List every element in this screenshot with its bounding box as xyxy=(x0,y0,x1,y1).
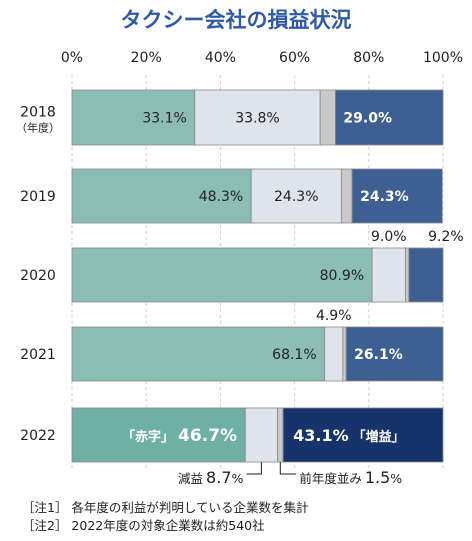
value-label-red: 33.1% xyxy=(142,111,186,127)
footnote: ［注2］ 2022年度の対象企業数は約540社 xyxy=(22,518,265,533)
bar-increase-2020 xyxy=(408,247,444,303)
bar-red-2019 xyxy=(71,168,252,224)
increase-value: 43.1% xyxy=(293,426,349,445)
bar-increase-2018 xyxy=(335,89,444,146)
year-label: 2019 xyxy=(20,189,56,205)
bar-decrease-2022 xyxy=(244,407,278,463)
year-label: 2018 xyxy=(20,105,56,121)
value-label-red: 48.3% xyxy=(199,189,243,205)
bar-flat-2018 xyxy=(319,89,336,146)
decrease-unit: % xyxy=(232,471,244,486)
bar-flat-2021 xyxy=(342,326,347,382)
decrease-value: 8.7 xyxy=(206,468,231,487)
decrease-callout: 減益 8.7% xyxy=(178,468,243,487)
value-label-increase: 26.1% xyxy=(354,347,403,363)
value-label-increase: 29.0% xyxy=(343,111,392,127)
flat-callout: 前年度並み 1.5% xyxy=(299,468,402,487)
bar-red-2021 xyxy=(71,326,326,382)
year-label: 2022 xyxy=(20,428,56,444)
value-label-increase: 9.2% xyxy=(428,229,464,245)
footnote: ［注1］ 各年度の利益が判明している企業数を集計 xyxy=(22,500,309,515)
flat-name: 前年度並み xyxy=(299,471,362,486)
bar-flat-2020 xyxy=(405,247,410,303)
x-tick-label: 0% xyxy=(61,50,83,66)
bar-flat-2022 xyxy=(277,407,284,463)
bar-increase-2021 xyxy=(345,326,444,382)
red-value: 46.7% xyxy=(178,426,237,446)
bar-decrease-2020 xyxy=(371,247,406,303)
flat-value: 1.5 xyxy=(365,468,390,487)
bar-decrease-2021 xyxy=(324,326,344,382)
value-label-red-2022: 「赤字」 46.7% xyxy=(122,426,237,446)
x-tick-label: 20% xyxy=(131,50,162,66)
increase-category-name: 「増益」 xyxy=(353,429,405,445)
bar-flat-2019 xyxy=(340,168,353,224)
bar-red-2018 xyxy=(71,89,196,146)
value-label-decrease: 9.0% xyxy=(371,229,407,245)
chart-title: タクシー会社の損益状況 xyxy=(121,8,352,32)
bar-decrease-2019 xyxy=(250,168,342,224)
year-label: 2020 xyxy=(20,268,56,284)
x-tick-label: 100% xyxy=(423,50,463,66)
value-label-decrease: 4.9% xyxy=(316,308,352,324)
value-label-red: 80.9% xyxy=(320,268,364,284)
value-label-decrease: 33.8% xyxy=(235,111,279,127)
value-label-red: 68.1% xyxy=(272,347,316,363)
decrease-name: 減益 xyxy=(178,471,203,486)
bar-increase-2019 xyxy=(351,168,443,224)
bar-decrease-2018 xyxy=(194,89,321,146)
x-tick-label: 60% xyxy=(279,50,310,66)
decrease-leader-line xyxy=(246,462,262,475)
x-tick-label: 80% xyxy=(353,50,384,66)
year-unit-label: （年度） xyxy=(16,121,60,135)
value-label-increase: 24.3% xyxy=(360,189,409,205)
flat-unit: % xyxy=(390,471,402,486)
value-label-decrease: 24.3% xyxy=(274,189,318,205)
bar-increase-2022 xyxy=(282,407,444,463)
x-tick-label: 40% xyxy=(205,50,236,66)
value-label-increase-2022: 43.1% 「増益」 xyxy=(293,426,405,445)
flat-leader-line xyxy=(279,462,297,475)
year-label: 2021 xyxy=(20,347,56,363)
red-category-name: 「赤字」 xyxy=(122,429,174,445)
bar-red-2020 xyxy=(71,247,373,303)
bar-red-2022 xyxy=(71,407,246,463)
